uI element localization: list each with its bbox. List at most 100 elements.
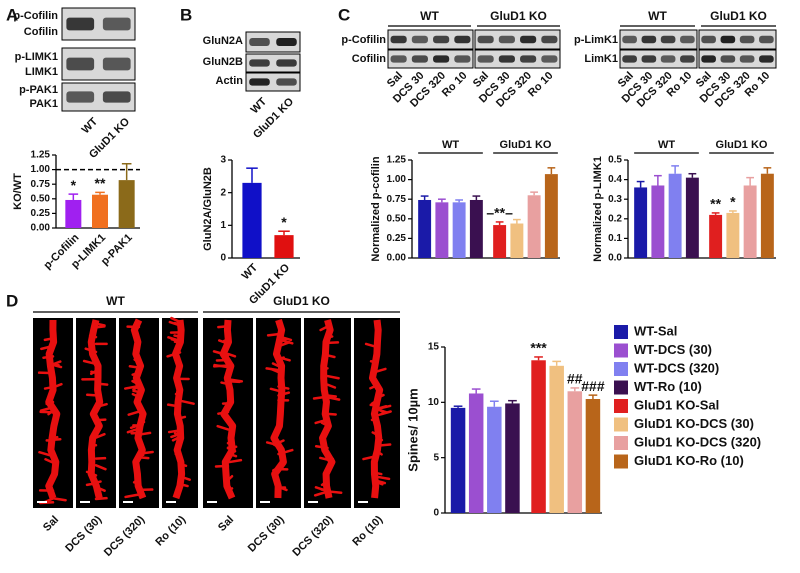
- blot-band: [433, 55, 450, 63]
- blot: [619, 29, 698, 50]
- y-tick-label: 0.25: [31, 208, 51, 219]
- spine: [312, 395, 329, 400]
- spine: [319, 456, 329, 461]
- spine: [226, 458, 243, 464]
- spine: [266, 332, 280, 337]
- legend-swatch: [614, 399, 628, 413]
- y-axis-title: KO/WT: [12, 173, 24, 210]
- spine: [85, 470, 98, 477]
- spine: [277, 439, 285, 445]
- spine: [375, 471, 383, 476]
- blot-band: [701, 55, 716, 63]
- spine: [277, 356, 285, 361]
- spine: [217, 410, 230, 415]
- blot-row-label: LimK1: [584, 53, 618, 65]
- blot-band: [498, 35, 515, 44]
- spine: [44, 458, 55, 464]
- blot-band: [477, 35, 494, 44]
- significance-label: ***: [530, 340, 547, 356]
- spine: [170, 432, 182, 439]
- spine: [277, 391, 291, 397]
- blot-band: [433, 35, 450, 44]
- spine: [277, 385, 290, 390]
- blot-band: [622, 55, 637, 63]
- spine: [226, 438, 234, 445]
- bar: [450, 407, 466, 513]
- spine: [370, 415, 379, 422]
- spine: [375, 481, 384, 486]
- spine: [326, 490, 343, 494]
- spine: [277, 448, 294, 456]
- spine: [370, 398, 379, 405]
- blot-band: [701, 35, 716, 44]
- y-axis-title: Normalized p-cofilin: [370, 156, 382, 261]
- y-tick-label: 1.25: [31, 150, 51, 161]
- spine: [277, 335, 293, 342]
- spine: [171, 435, 182, 442]
- blot-row-label: p-PAK1: [19, 84, 58, 96]
- legend-label: GluD1 KO-DCS (30): [634, 416, 754, 431]
- spine: [94, 322, 106, 327]
- spine: [375, 450, 383, 456]
- spine: [212, 350, 230, 357]
- spine: [178, 399, 195, 405]
- spine: [137, 431, 152, 436]
- significance-label: **: [95, 175, 106, 191]
- spine: [326, 394, 337, 398]
- spine: [326, 396, 341, 401]
- bar: [487, 406, 502, 513]
- group-label: GluD1 KO: [710, 9, 767, 23]
- spine: [214, 464, 230, 468]
- blot-band: [102, 17, 131, 31]
- group-label: GluD1 KO: [490, 9, 547, 23]
- spine: [326, 412, 337, 416]
- panel-label: C: [338, 5, 350, 24]
- group-label: WT: [648, 9, 667, 23]
- blot-band: [680, 55, 695, 63]
- spine: [131, 371, 141, 376]
- spine: [94, 496, 108, 501]
- blot: [619, 49, 698, 69]
- blot-band: [102, 57, 131, 71]
- spine: [313, 490, 329, 497]
- legend-swatch: [614, 454, 628, 469]
- y-tick-label: 3: [220, 155, 226, 166]
- spine: [326, 354, 336, 359]
- bar: [567, 391, 583, 513]
- spine: [94, 325, 106, 329]
- bar: [418, 199, 432, 258]
- y-tick-label: 0.00: [31, 223, 51, 234]
- legend-label: WT-Ro (10): [634, 379, 702, 394]
- dendrite: [172, 319, 186, 500]
- image-lane-label: Sal: [41, 514, 61, 534]
- legend-swatch: [614, 343, 628, 358]
- blot-band: [660, 55, 676, 63]
- blot: [387, 29, 474, 50]
- legend-label: GluD1 KO-Ro (10): [634, 453, 744, 468]
- spine: [269, 387, 280, 393]
- legend-swatch: [614, 436, 628, 450]
- spine: [84, 347, 98, 354]
- image-lane-label: Ro (10): [350, 513, 385, 548]
- blot-band: [720, 35, 736, 44]
- spine: [322, 353, 329, 358]
- spine: [213, 363, 230, 369]
- spine: [124, 493, 141, 499]
- blot-row-label: p-Cofilin: [341, 34, 386, 46]
- blot-band: [520, 55, 537, 63]
- spine: [218, 339, 230, 345]
- legend-swatch: [614, 417, 628, 432]
- blot-band: [720, 55, 736, 63]
- bar: [527, 195, 541, 258]
- blot-band: [276, 59, 297, 67]
- spine: [375, 410, 392, 417]
- spine: [51, 382, 63, 389]
- blot-band: [411, 55, 428, 63]
- blot: [387, 49, 474, 69]
- blot-lane-label: WT: [80, 115, 101, 136]
- bar: [531, 360, 546, 513]
- spine: [226, 475, 234, 482]
- y-tick-label: 0.00: [387, 253, 407, 264]
- spine: [127, 410, 141, 416]
